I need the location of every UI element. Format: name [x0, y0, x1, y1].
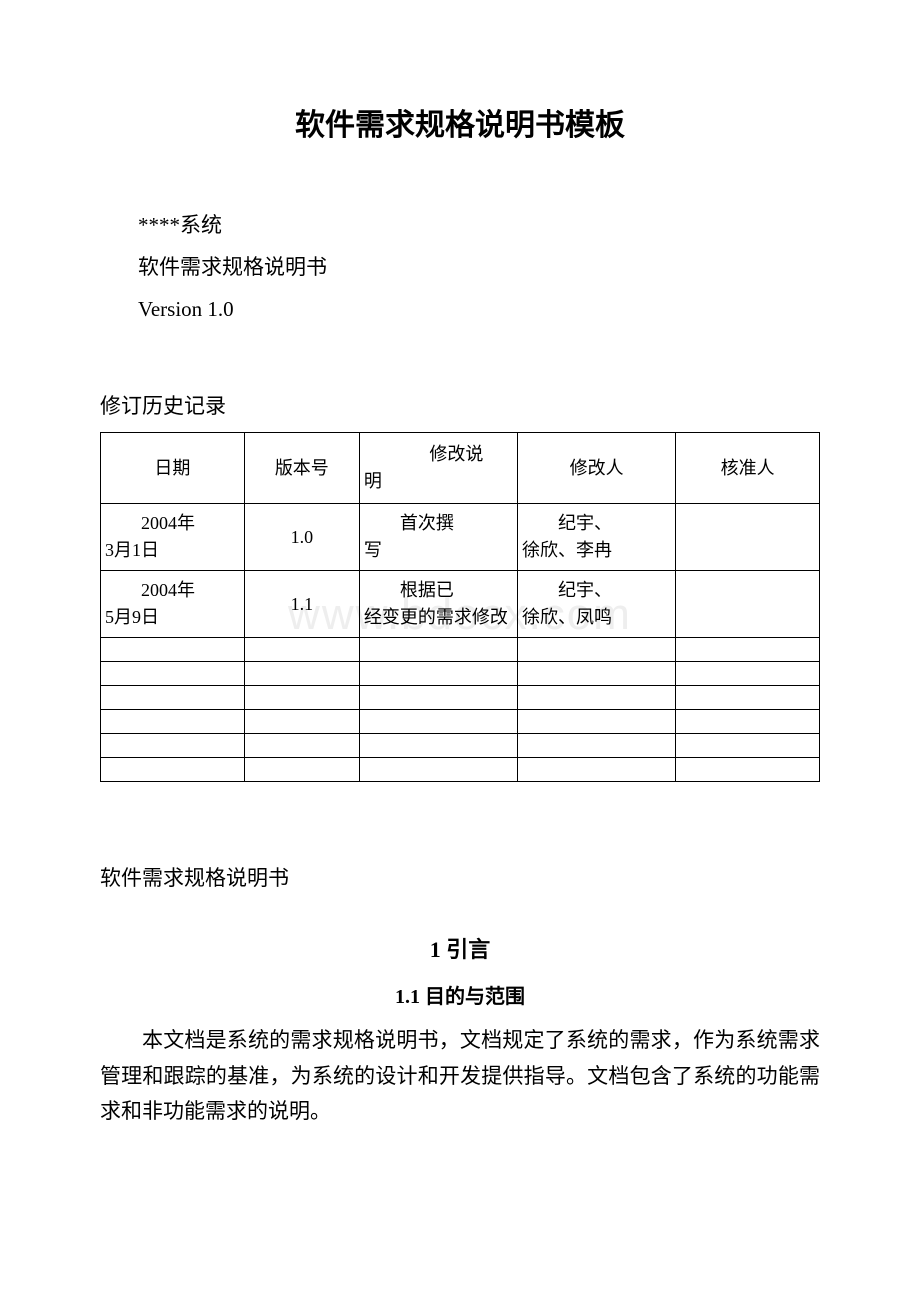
cell-person-l2: 徐欣、李冉 — [522, 537, 671, 564]
cell-person: 纪宇、 徐欣、李冉 — [518, 504, 676, 571]
table-row — [101, 758, 820, 782]
cell-person-l1: 纪宇、 — [522, 577, 671, 604]
heading-1-1: 1.1 目的与范围 — [100, 980, 820, 1009]
cell-person: 纪宇、 徐欣、凤鸣 — [518, 571, 676, 638]
cell-desc-l1: 根据已 — [364, 577, 513, 604]
col-desc-l2: 明 — [364, 468, 513, 495]
document-title: 软件需求规格说明书模板 — [100, 100, 820, 144]
cell-date-l2: 5月9日 — [105, 604, 240, 631]
col-approver: 核准人 — [676, 433, 820, 504]
col-date: 日期 — [101, 433, 245, 504]
col-person: 修改人 — [518, 433, 676, 504]
cell-desc-l1: 首次撰 — [364, 510, 513, 537]
doc-name-line: 软件需求规格说明书 — [100, 862, 820, 892]
meta-system: ****系统 — [138, 204, 820, 246]
history-table: 日期 版本号 修改说 明 修改人 核准人 2004年 3月1日 1.0 首次撰 — [100, 432, 820, 782]
table-row — [101, 686, 820, 710]
cell-date-l1: 2004年 — [105, 510, 240, 537]
cell-desc: 根据已 经变更的需求修改 — [359, 571, 517, 638]
cell-date: 2004年 5月9日 — [101, 571, 245, 638]
table-row — [101, 638, 820, 662]
table-row — [101, 662, 820, 686]
heading-1-1-num: 1.1 — [395, 986, 420, 1008]
cell-version: 1.0 — [244, 504, 359, 571]
col-desc: 修改说 明 — [359, 433, 517, 504]
heading-1-num: 1 — [430, 937, 441, 962]
heading-1-1-title: 目的与范围 — [425, 986, 525, 1008]
table-row — [101, 710, 820, 734]
meta-version: Version 1.0 — [138, 288, 820, 330]
cell-date-l2: 3月1日 — [105, 537, 240, 564]
table-header-row: 日期 版本号 修改说 明 修改人 核准人 — [101, 433, 820, 504]
table-row: 2004年 5月9日 1.1 根据已 经变更的需求修改 纪宇、 徐欣、凤鸣 — [101, 571, 820, 638]
col-desc-l1: 修改说 — [364, 441, 513, 468]
cell-person-l2: 徐欣、凤鸣 — [522, 604, 671, 631]
cell-date-l1: 2004年 — [105, 577, 240, 604]
cell-desc-l2: 写 — [364, 537, 513, 564]
cell-version: 1.1 — [244, 571, 359, 638]
table-body: 2004年 3月1日 1.0 首次撰 写 纪宇、 徐欣、李冉 2004年 5月9… — [101, 504, 820, 782]
cell-approver — [676, 571, 820, 638]
cell-approver — [676, 504, 820, 571]
document-content: 软件需求规格说明书模板 ****系统 软件需求规格说明书 Version 1.0… — [100, 100, 820, 1130]
history-label: 修订历史记录 — [100, 390, 820, 420]
meta-block: ****系统 软件需求规格说明书 Version 1.0 — [138, 204, 820, 330]
meta-doc-type: 软件需求规格说明书 — [138, 246, 820, 288]
cell-person-l1: 纪宇、 — [522, 510, 671, 537]
table-row: 2004年 3月1日 1.0 首次撰 写 纪宇、 徐欣、李冉 — [101, 504, 820, 571]
cell-date: 2004年 3月1日 — [101, 504, 245, 571]
heading-1-title: 引言 — [446, 937, 490, 962]
cell-desc-l2: 经变更的需求修改 — [364, 604, 513, 631]
heading-1: 1 引言 — [100, 932, 820, 964]
col-version: 版本号 — [244, 433, 359, 504]
paragraph-purpose: 本文档是系统的需求规格说明书，文档规定了系统的需求，作为系统需求管理和跟踪的基准… — [100, 1023, 820, 1130]
table-row — [101, 734, 820, 758]
cell-desc: 首次撰 写 — [359, 504, 517, 571]
